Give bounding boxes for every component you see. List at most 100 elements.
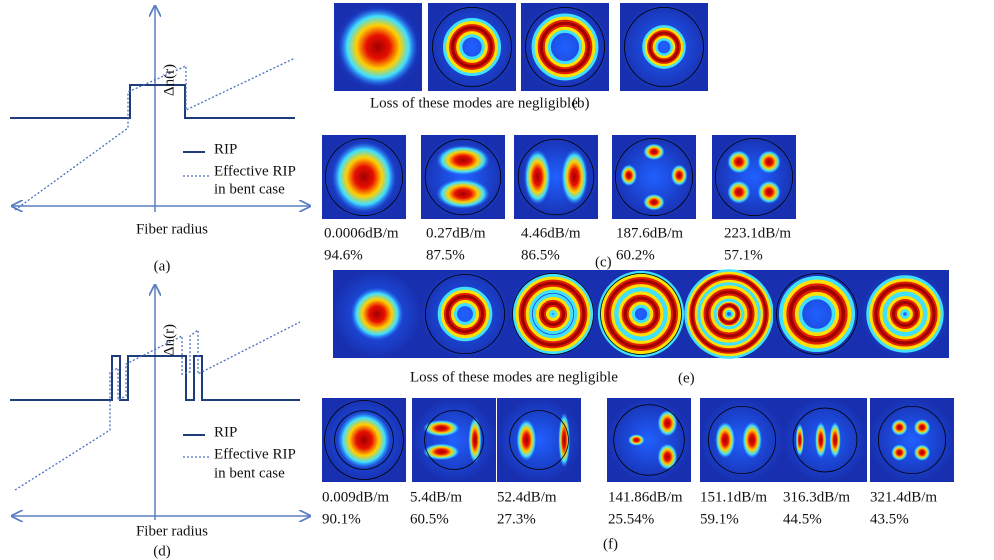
lobe: [643, 194, 665, 211]
mode-image: [509, 270, 597, 358]
loss-label: 4.46dB/m: [521, 225, 581, 241]
caption: Loss of these modes are negligible: [410, 369, 618, 385]
mode-image: [620, 3, 708, 91]
panel-d: Δn(r) RIP Effective RIP in bent case Fib…: [10, 285, 310, 559]
lobe: [468, 416, 481, 463]
loss-label: 141.86dB/m: [608, 489, 683, 505]
figure: Δn(r) RIP Effective RIP in bent case Fib…: [0, 0, 994, 560]
lobe: [727, 150, 751, 174]
loss-label: 0.009dB/m: [322, 489, 389, 505]
overlap-label: 90.1%: [322, 511, 361, 527]
mode-image: [861, 270, 949, 358]
mode-image: [322, 135, 406, 219]
mode-bg: [607, 398, 691, 482]
loss-label: 223.1dB/m: [724, 225, 791, 241]
loss-label: 52.4dB/m: [497, 489, 557, 505]
overlap-label: 60.5%: [410, 511, 449, 527]
overlap-label: 86.5%: [521, 247, 560, 263]
lobe: [516, 419, 536, 461]
lobe: [671, 164, 688, 186]
lobe: [914, 444, 931, 461]
mode-images: [322, 3, 954, 482]
mode-bg: [712, 135, 796, 219]
loss-label: 0.27dB/m: [426, 225, 486, 241]
mode-bg: [428, 3, 516, 91]
lobe: [436, 179, 490, 209]
lobe: [620, 164, 637, 186]
mode-bg: [870, 398, 954, 482]
panel-label: (e): [678, 370, 695, 386]
overlap-label: 59.1%: [700, 511, 739, 527]
lobe: [742, 422, 762, 459]
lobe: [715, 422, 735, 459]
lobe: [628, 434, 645, 446]
mode-image: [421, 135, 505, 219]
overlap-label: 60.2%: [616, 247, 655, 263]
lobe: [561, 149, 588, 204]
lobe: [914, 419, 931, 436]
legend-eff: in bent case: [214, 465, 285, 481]
legend-eff: Effective RIP: [214, 163, 296, 179]
lobe: [351, 288, 404, 341]
lobe: [332, 142, 396, 213]
mode-image: [773, 270, 861, 358]
panel-label: (a): [154, 258, 171, 274]
mode-image: [521, 3, 609, 91]
mode-image: [685, 270, 773, 358]
lobe: [643, 143, 665, 160]
y-label: Δn(r): [161, 64, 177, 96]
overlap-label: 25.54%: [608, 511, 654, 527]
lobe: [815, 422, 827, 459]
mode-image: [322, 398, 406, 482]
mode-image: [421, 270, 509, 358]
lobe: [337, 411, 391, 468]
lobe: [423, 443, 460, 460]
lobe: [757, 150, 781, 174]
lobe: [727, 180, 751, 204]
loss-label: 187.6dB/m: [616, 225, 683, 241]
overlap-label: 57.1%: [724, 247, 763, 263]
lobe: [423, 420, 460, 437]
caption: Loss of these modes are negligible: [370, 95, 578, 111]
mode-image: [712, 135, 796, 219]
legend-eff: in bent case: [214, 181, 285, 197]
loss-label: 321.4dB/m: [870, 489, 937, 505]
mode-image: [412, 398, 496, 482]
mode-image: [497, 398, 581, 482]
x-label: Fiber radius: [136, 523, 208, 539]
mode-image: [612, 135, 696, 219]
lobe: [338, 7, 417, 86]
lobe: [796, 423, 804, 457]
panel-label: (d): [153, 543, 171, 559]
mode-image: [870, 398, 954, 482]
overlap-label: 44.5%: [783, 511, 822, 527]
lobe: [829, 422, 841, 459]
loss-label: 5.4dB/m: [410, 489, 462, 505]
loss-label: 151.1dB/m: [700, 489, 767, 505]
lobe: [891, 444, 908, 461]
mode-bg: [620, 3, 708, 91]
mode-image: [334, 3, 422, 91]
loss-label: 316.3dB/m: [783, 489, 850, 505]
loss-label: 0.0006dB/m: [324, 225, 399, 241]
panel-a: Δn(r) RIP Effective RIP in bent case Fib…: [10, 6, 310, 274]
mode-image: [333, 270, 421, 358]
x-label: Fiber radius: [136, 221, 208, 237]
legend-eff: Effective RIP: [214, 446, 296, 462]
lobe: [657, 443, 677, 470]
mode-image: [700, 398, 784, 482]
legend-rip: RIP: [214, 141, 237, 157]
mode-bg: [700, 398, 784, 482]
lobe: [524, 149, 551, 204]
overlap-label: 87.5%: [426, 247, 465, 263]
mode-image: [607, 398, 691, 482]
mode-image: [597, 270, 685, 358]
lobe: [891, 419, 908, 436]
overlap-label: 94.6%: [324, 247, 363, 263]
mode-image: [514, 135, 598, 219]
legend-rip: RIP: [214, 424, 237, 440]
mode-bg: [421, 270, 509, 358]
y-label: Δn(r): [161, 324, 177, 356]
lobe: [657, 410, 677, 437]
lobe: [757, 180, 781, 204]
